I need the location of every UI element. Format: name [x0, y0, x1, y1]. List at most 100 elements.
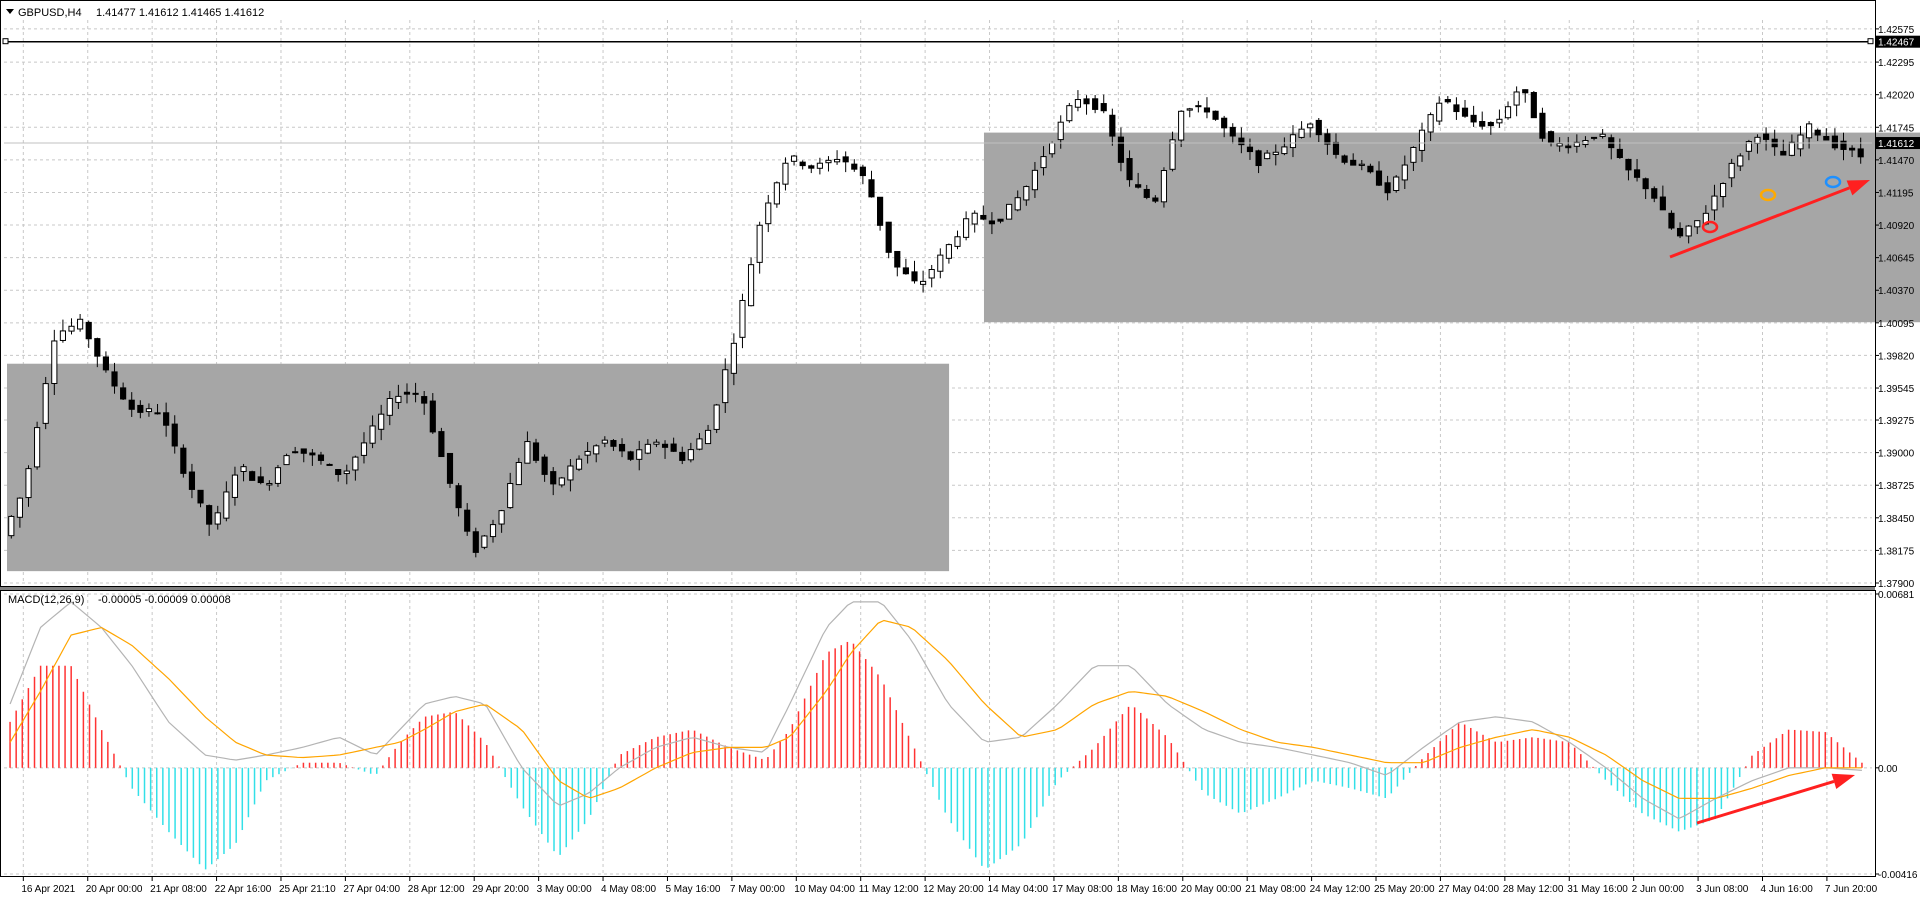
candle-body — [1401, 164, 1408, 181]
macd-tick-label: 0.00681 — [1878, 590, 1915, 601]
candle-body — [1178, 110, 1185, 141]
dropdown-triangle-icon[interactable] — [6, 9, 14, 14]
price-tick-label: 1.40095 — [1878, 319, 1915, 330]
candle-body — [765, 202, 772, 225]
time-tick-label: 28 Apr 12:00 — [408, 884, 465, 895]
time-tick-label: 18 May 16:00 — [1116, 884, 1177, 895]
candle-body — [618, 443, 626, 452]
panel-separator[interactable] — [0, 586, 1875, 590]
time-tick-label: 22 Apr 16:00 — [215, 884, 272, 895]
candle-body — [292, 451, 299, 454]
candle-body — [859, 166, 866, 177]
candle-body — [145, 408, 153, 413]
candle-body — [498, 510, 505, 525]
range-box[interactable] — [983, 132, 1920, 323]
candle-body — [472, 531, 479, 553]
candle-body — [601, 439, 608, 444]
candle-body — [1281, 146, 1288, 155]
candle-body — [481, 535, 488, 548]
macd-values: -0.00005 -0.00009 0.00008 — [98, 594, 231, 606]
macd-title: MACD(12,26,9) — [8, 594, 84, 606]
candle-body — [1126, 158, 1133, 181]
candle-body — [1797, 134, 1804, 150]
price-tick-label: 1.39545 — [1878, 384, 1915, 395]
price-tick-label: 1.42020 — [1878, 91, 1915, 102]
price-tick-label: 1.38175 — [1878, 546, 1915, 557]
time-tick-label: 31 May 16:00 — [1567, 884, 1628, 895]
candle-body — [1625, 158, 1632, 171]
candle-body — [77, 318, 84, 330]
candle-body — [532, 442, 540, 461]
candle-body — [1195, 105, 1202, 108]
candle-body — [1203, 107, 1211, 113]
candle-body — [1565, 145, 1572, 149]
candle-body — [945, 244, 952, 259]
candle-body — [1694, 220, 1701, 228]
candle-body — [971, 212, 978, 225]
candle-body — [283, 455, 290, 466]
candle-body — [68, 325, 75, 332]
candle-body — [1031, 169, 1039, 191]
candle-body — [980, 214, 987, 220]
candle-body — [257, 476, 264, 484]
price-panel-frame — [0, 0, 1876, 587]
candle-body — [240, 466, 247, 472]
line-handle[interactable] — [1867, 38, 1874, 45]
candle-body — [1332, 141, 1340, 155]
candle-body — [1358, 163, 1365, 166]
candle-body — [1788, 141, 1795, 156]
candle-body — [507, 483, 514, 509]
resistance-price-tag — [1876, 35, 1920, 48]
candle-body — [1840, 140, 1847, 150]
candle-body — [1814, 129, 1821, 136]
candle-body — [464, 509, 471, 532]
price-tick-label: 1.41470 — [1878, 156, 1915, 167]
candle-body — [636, 449, 643, 460]
price-tick-label: 1.42295 — [1878, 58, 1915, 69]
candle-body — [1754, 136, 1761, 144]
macd-signal-line — [9, 619, 1862, 799]
candlesticks — [8, 86, 1864, 558]
candle-body — [386, 398, 393, 416]
candle-body — [421, 396, 428, 404]
candle-body — [360, 442, 368, 456]
candle-body — [833, 158, 841, 163]
candle-body — [1513, 91, 1520, 106]
candle-body — [954, 236, 961, 247]
candle-body — [739, 299, 746, 338]
marker-circle — [1701, 220, 1719, 234]
macd-header: MACD(12,26,9) -0.00005 -0.00009 0.00008 — [8, 594, 231, 606]
price-tick-label: 1.42575 — [1878, 25, 1915, 36]
candle-body — [808, 165, 815, 169]
time-tick-label: 29 Apr 20:00 — [472, 884, 529, 895]
price-lines — [2, 38, 1874, 144]
candle-body — [541, 456, 548, 475]
candle-body — [274, 467, 282, 484]
candle-body — [223, 491, 230, 519]
candle-body — [1307, 123, 1314, 129]
candle-body — [1479, 121, 1486, 127]
candle-body — [1341, 155, 1348, 163]
candle-body — [816, 162, 823, 169]
candle-body — [1633, 169, 1641, 178]
candle-body — [584, 450, 591, 456]
candle-body — [1324, 133, 1331, 145]
candle-body — [627, 451, 634, 460]
macd-panel-frame — [0, 590, 1876, 877]
candle-body — [593, 445, 600, 455]
candle-body — [59, 330, 66, 341]
macd-grid — [4, 593, 1872, 875]
candle-body — [902, 267, 909, 275]
candle-body — [378, 413, 385, 430]
candle-body — [937, 254, 944, 272]
candle-body — [575, 458, 583, 470]
candle-body — [1160, 170, 1168, 203]
candle-body — [1006, 203, 1013, 220]
candle-body — [128, 399, 135, 410]
candle-body — [1212, 110, 1219, 120]
candle-body — [1384, 182, 1391, 194]
price-tick-label: 1.37900 — [1878, 579, 1915, 590]
line-handle[interactable] — [2, 38, 9, 45]
marker-circle — [1824, 175, 1842, 189]
